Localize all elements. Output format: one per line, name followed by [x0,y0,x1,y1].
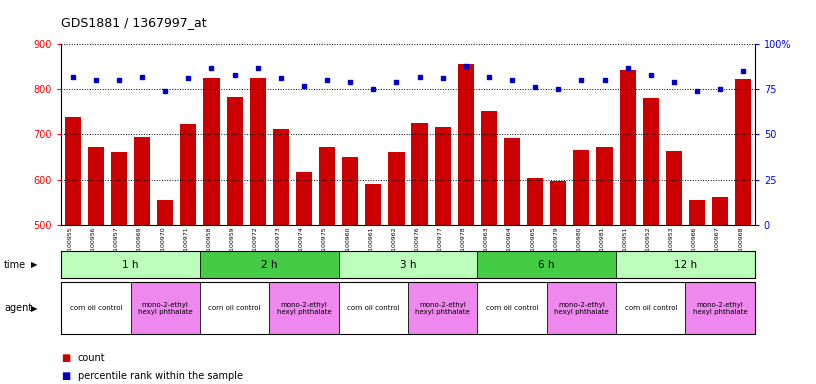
Bar [458,64,474,384]
Bar [250,78,266,384]
Text: GSM100972: GSM100972 [253,227,258,264]
Bar [527,178,543,384]
Bar [203,78,220,384]
Text: corn oil control: corn oil control [208,305,261,311]
Text: corn oil control: corn oil control [486,305,539,311]
Bar [643,98,659,384]
Bar [366,184,381,384]
Text: GSM100976: GSM100976 [415,227,419,264]
Bar [64,117,81,384]
Bar [411,122,428,384]
Text: mono-2-ethyl
hexyl phthalate: mono-2-ethyl hexyl phthalate [277,302,331,314]
Bar [157,200,173,384]
Bar [296,172,312,384]
Text: ■: ■ [61,371,70,381]
Text: GSM100951: GSM100951 [623,227,628,264]
Text: corn oil control: corn oil control [624,305,677,311]
Text: GSM100961: GSM100961 [368,227,374,264]
Text: corn oil control: corn oil control [69,305,122,311]
Text: GSM100975: GSM100975 [322,227,327,264]
Text: 12 h: 12 h [674,260,697,270]
Text: GSM100981: GSM100981 [600,227,605,264]
Bar [574,150,589,384]
Bar [435,127,450,384]
Bar [88,147,104,384]
Bar [273,129,289,384]
Bar [134,137,150,384]
Text: mono-2-ethyl
hexyl phthalate: mono-2-ethyl hexyl phthalate [693,302,747,314]
Text: GSM100956: GSM100956 [91,227,96,264]
Text: GSM100967: GSM100967 [715,227,720,264]
Text: mono-2-ethyl
hexyl phthalate: mono-2-ethyl hexyl phthalate [415,302,470,314]
Text: GSM100978: GSM100978 [461,227,466,264]
Text: ▶: ▶ [31,304,38,313]
Text: GSM100965: GSM100965 [530,227,535,264]
Text: time: time [4,260,26,270]
Text: GSM100971: GSM100971 [184,227,188,264]
Text: ■: ■ [61,353,70,363]
Text: GSM100980: GSM100980 [576,227,581,264]
Text: GSM100963: GSM100963 [484,227,489,264]
Text: count: count [78,353,105,363]
Text: GSM100974: GSM100974 [299,227,304,264]
Text: GSM100973: GSM100973 [276,227,281,264]
Text: 3 h: 3 h [400,260,416,270]
Text: GSM100957: GSM100957 [114,227,119,264]
Text: 1 h: 1 h [122,260,139,270]
Bar [689,200,705,384]
Text: percentile rank within the sample: percentile rank within the sample [78,371,242,381]
Bar [319,147,335,384]
Text: GSM100979: GSM100979 [553,227,558,264]
Text: GSM100966: GSM100966 [692,227,697,264]
Bar [619,70,636,384]
Text: GSM100955: GSM100955 [68,227,73,264]
Bar [504,139,520,384]
Bar [712,197,728,384]
Bar [481,111,497,384]
Text: GSM100958: GSM100958 [206,227,211,264]
Bar [735,79,752,384]
Text: ▶: ▶ [31,260,38,269]
Text: GSM100969: GSM100969 [137,227,142,264]
Text: GSM100970: GSM100970 [160,227,165,264]
Text: GSM100952: GSM100952 [645,227,651,264]
Text: 2 h: 2 h [261,260,277,270]
Text: GSM100968: GSM100968 [738,227,743,264]
Bar [666,151,682,384]
Text: mono-2-ethyl
hexyl phthalate: mono-2-ethyl hexyl phthalate [554,302,609,314]
Bar [180,124,197,384]
Text: corn oil control: corn oil control [347,305,400,311]
Text: 6 h: 6 h [539,260,555,270]
Bar [111,152,127,384]
Bar [342,157,358,384]
Text: GSM100964: GSM100964 [507,227,512,264]
Bar [227,98,242,384]
Text: GSM100959: GSM100959 [229,227,235,264]
Text: GDS1881 / 1367997_at: GDS1881 / 1367997_at [61,16,206,29]
Text: GSM100962: GSM100962 [392,227,397,264]
Text: mono-2-ethyl
hexyl phthalate: mono-2-ethyl hexyl phthalate [138,302,193,314]
Text: GSM100953: GSM100953 [669,227,674,264]
Bar [550,181,566,384]
Bar [388,152,405,384]
Bar [596,147,613,384]
Text: GSM100977: GSM100977 [437,227,443,264]
Text: agent: agent [4,303,33,313]
Text: GSM100960: GSM100960 [345,227,350,264]
